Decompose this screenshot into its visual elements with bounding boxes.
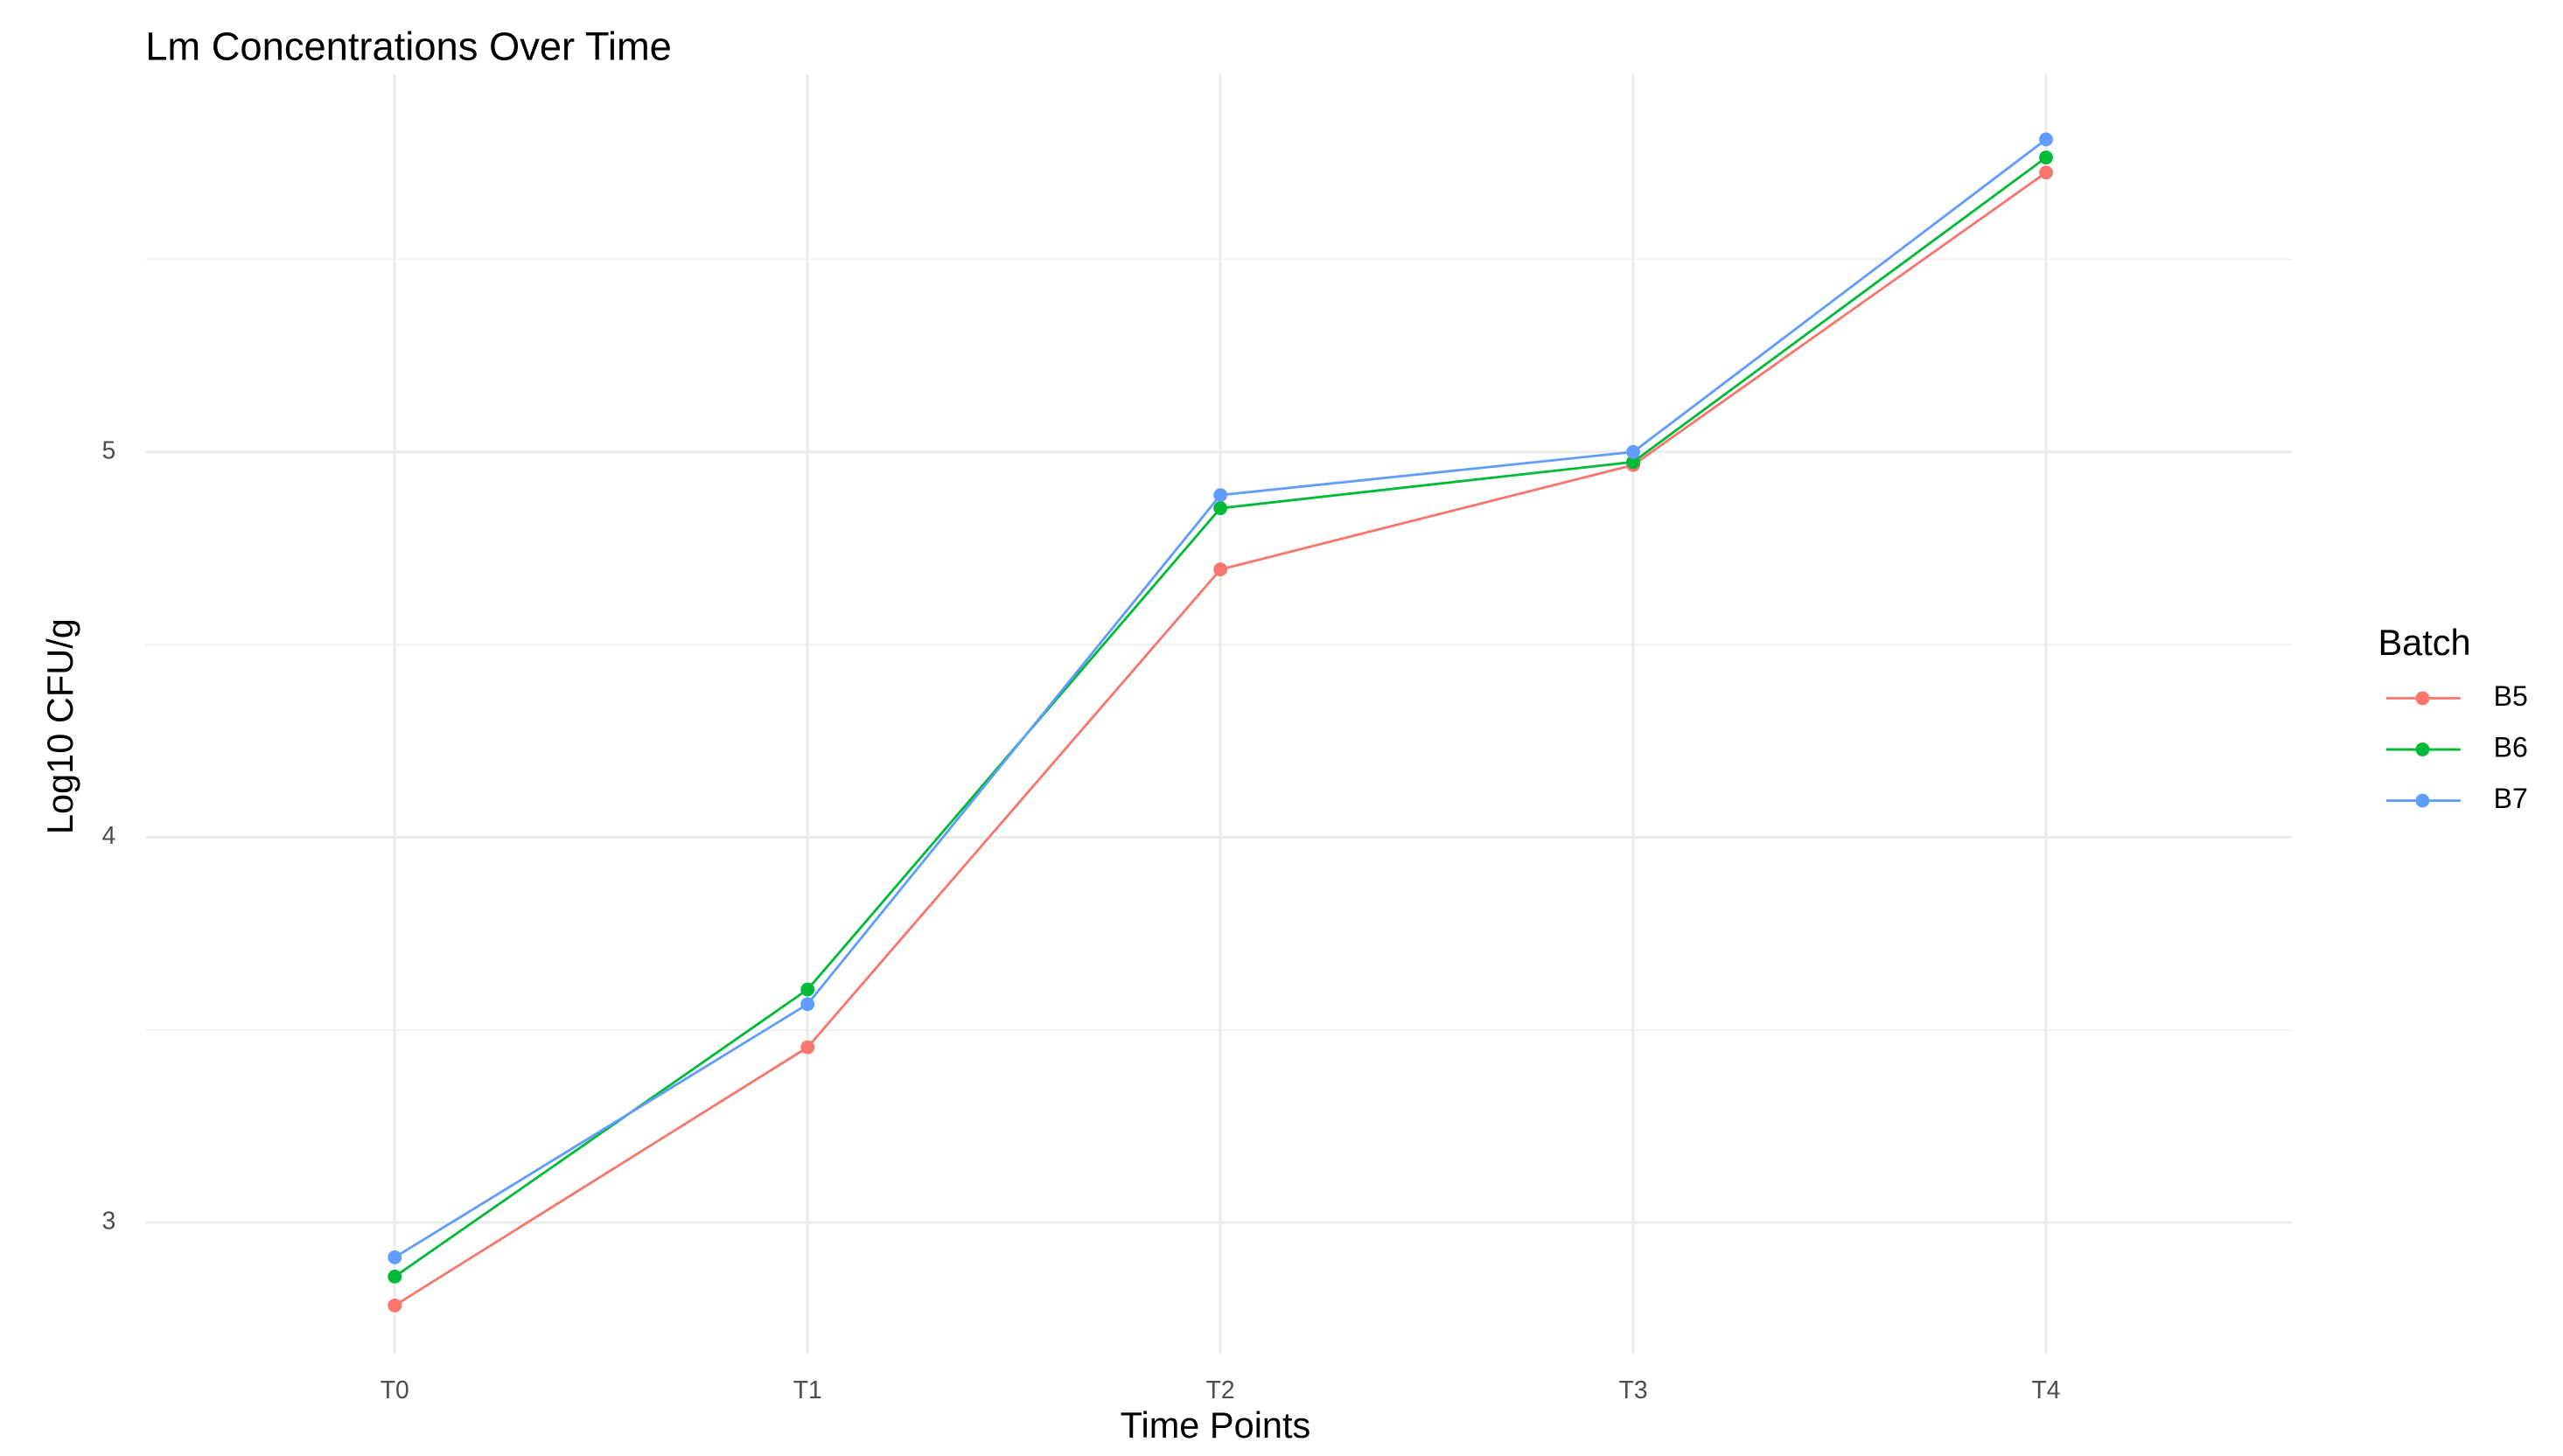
data-point — [1213, 501, 1228, 516]
y-tick-label: 4 — [101, 821, 115, 849]
data-point — [800, 1040, 815, 1055]
data-point — [1213, 488, 1228, 503]
data-point — [388, 1298, 402, 1313]
data-point — [388, 1250, 402, 1264]
data-point — [800, 997, 815, 1012]
x-tick-label: T0 — [381, 1376, 409, 1404]
data-point — [1626, 455, 1641, 470]
legend-label: B5 — [2494, 680, 2528, 712]
chart-title: Lm Concentrations Over Time — [145, 24, 672, 69]
data-point — [2039, 165, 2053, 180]
legend-key-point — [2415, 742, 2430, 756]
data-point — [388, 1269, 402, 1284]
data-point — [1626, 444, 1641, 459]
y-tick-label: 3 — [101, 1207, 115, 1235]
data-point — [2039, 132, 2053, 147]
data-point — [1213, 562, 1228, 577]
x-tick-label: T1 — [793, 1376, 822, 1404]
x-axis-title: Time Points — [1121, 1404, 1311, 1446]
legend-label: B6 — [2494, 732, 2528, 763]
y-axis-title: Log10 CFU/g — [39, 618, 80, 834]
x-tick-label: T3 — [1619, 1376, 1648, 1404]
legend-key-point — [2415, 691, 2430, 706]
x-tick-label: T2 — [1206, 1376, 1235, 1404]
x-tick-label: T4 — [2032, 1376, 2061, 1404]
legend-key-point — [2415, 793, 2430, 808]
data-point — [2039, 150, 2053, 165]
legend-title: Batch — [2378, 622, 2470, 663]
y-tick-label: 5 — [101, 435, 115, 463]
legend-label: B7 — [2494, 783, 2528, 814]
data-point — [800, 982, 815, 997]
